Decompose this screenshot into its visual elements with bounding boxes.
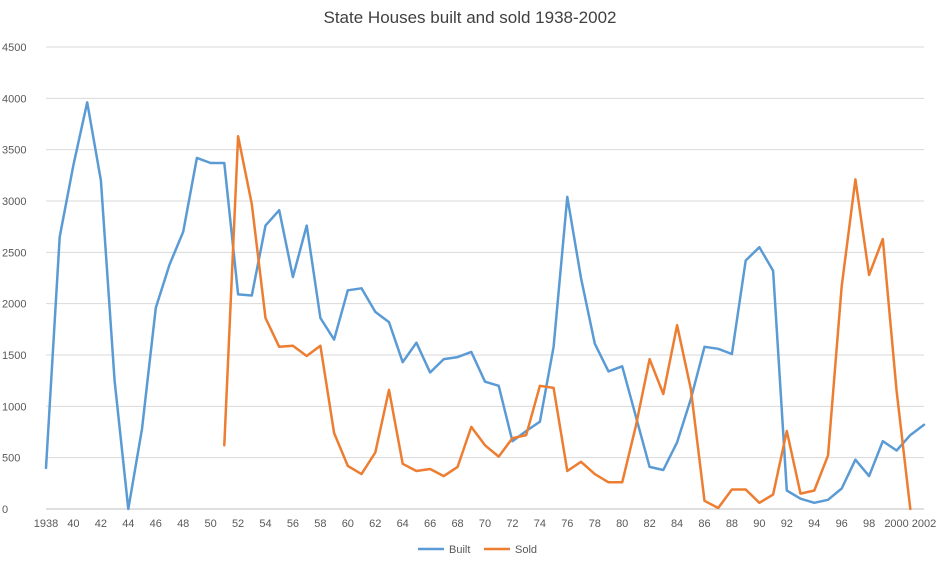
x-tick-label: 56 [287, 518, 299, 530]
x-tick-label: 44 [122, 518, 134, 530]
y-tick-label: 0 [2, 504, 8, 516]
x-tick-label: 64 [397, 518, 409, 530]
x-tick-label: 60 [342, 518, 354, 530]
x-tick-label: 72 [506, 518, 518, 530]
x-tick-label: 52 [232, 518, 244, 530]
chart-title: State Houses built and sold 1938-2002 [323, 8, 617, 27]
x-tick-label: 86 [698, 518, 710, 530]
x-tick-label: 58 [314, 518, 326, 530]
grid-lines [46, 46, 924, 510]
x-tick-label: 90 [753, 518, 765, 530]
legend-label-built: Built [449, 544, 470, 556]
y-axis: 0 500 1000 1500 2000 2500 3000 3500 4000 4500 [2, 42, 26, 516]
x-tick-label: 94 [808, 518, 820, 530]
x-tick-label: 68 [451, 518, 463, 530]
y-tick-label: 1000 [2, 401, 26, 413]
y-tick-label: 3000 [2, 196, 26, 208]
legend: Built Sold [418, 544, 537, 556]
x-tick-label: 98 [863, 518, 875, 530]
x-tick-label: 2000 [884, 518, 908, 530]
x-tick-label: 76 [561, 518, 573, 530]
x-tick-label: 78 [589, 518, 601, 530]
x-tick-label: 48 [177, 518, 189, 530]
x-tick-label: 70 [479, 518, 491, 530]
x-tick-label: 2002 [912, 518, 936, 530]
x-tick-label: 84 [671, 518, 683, 530]
x-tick-label: 80 [616, 518, 628, 530]
x-tick-label: 96 [836, 518, 848, 530]
x-tick-label: 82 [644, 518, 656, 530]
y-tick-label: 1500 [2, 350, 26, 362]
y-tick-label: 2000 [2, 299, 26, 311]
x-axis: 1938 40 42 44 46 48 50 52 54 56 58 60 62 64 66 68 70 72 74… [34, 518, 936, 530]
x-tick-label: 92 [781, 518, 793, 530]
x-tick-label: 66 [424, 518, 436, 530]
x-tick-label: 42 [95, 518, 107, 530]
x-tick-label: 88 [726, 518, 738, 530]
x-tick-label: 40 [67, 518, 79, 530]
x-tick-label: 1938 [34, 518, 58, 530]
x-tick-label: 50 [205, 518, 217, 530]
x-tick-label: 54 [259, 518, 271, 530]
y-tick-label: 3500 [2, 145, 26, 157]
y-tick-label: 4000 [2, 93, 26, 105]
series-layer [44, 101, 926, 511]
legend-label-sold: Sold [515, 544, 537, 556]
series-line-sold [223, 135, 912, 511]
y-tick-label: 2500 [2, 247, 26, 259]
x-tick-label: 62 [369, 518, 381, 530]
y-tick-label: 4500 [2, 42, 26, 54]
x-tick-label: 46 [150, 518, 162, 530]
x-tick-label: 74 [534, 518, 546, 530]
series-line-built [44, 101, 926, 511]
y-tick-label: 500 [2, 453, 20, 465]
